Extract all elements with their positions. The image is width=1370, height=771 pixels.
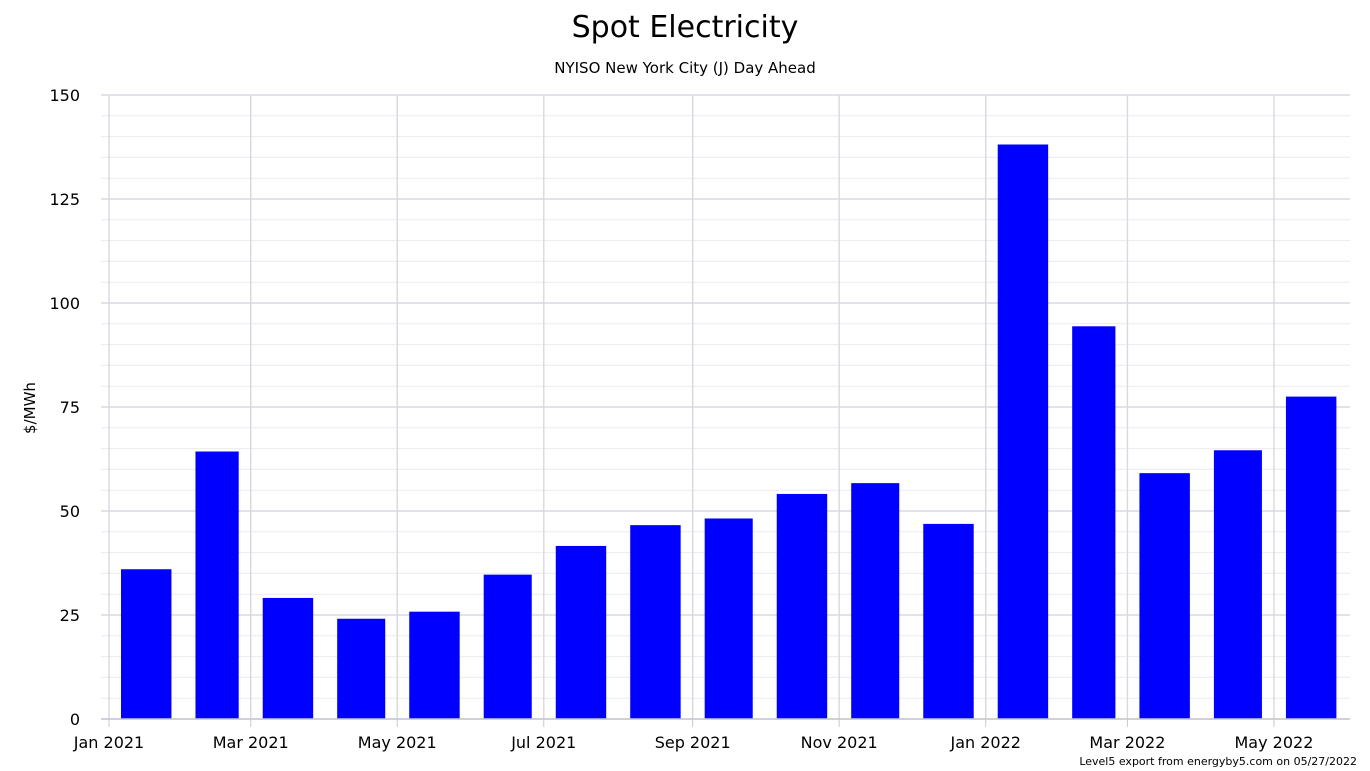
x-tick-label: Nov 2021 xyxy=(801,733,878,752)
x-tick-label: Jul 2021 xyxy=(510,733,576,752)
y-axis-label: $/MWh xyxy=(21,382,39,434)
axes: 0 25 50 75 100 125 150 Jan 2021 Mar 2021 May 2021… xyxy=(49,86,1350,752)
bar-2022-01[interactable] xyxy=(997,144,1049,719)
bar-2021-03[interactable] xyxy=(262,597,314,719)
bar-2021-02[interactable] xyxy=(195,451,239,719)
bar-2022-03[interactable] xyxy=(1139,473,1190,719)
x-tick-label: Jan 2021 xyxy=(73,733,144,752)
bar-2021-12[interactable] xyxy=(923,523,974,719)
bar-2021-08[interactable] xyxy=(630,525,681,719)
bar-2021-11[interactable] xyxy=(851,483,900,719)
x-tick-label: May 2022 xyxy=(1234,733,1313,752)
x-tick-label: May 2021 xyxy=(358,733,437,752)
y-tick-label: 100 xyxy=(49,294,80,313)
chart-title: Spot Electricity xyxy=(572,10,799,45)
y-tick-label: 50 xyxy=(60,502,80,521)
bar-2021-01[interactable] xyxy=(121,569,172,719)
x-tick-label: Mar 2022 xyxy=(1089,733,1165,752)
x-tick-label: Sep 2021 xyxy=(655,733,731,752)
bar-2021-07[interactable] xyxy=(555,545,607,719)
export-credit: Level5 export from energyby5.com on 05/2… xyxy=(1079,755,1357,768)
y-tick-label: 125 xyxy=(49,190,80,209)
x-tick-label: Mar 2021 xyxy=(213,733,289,752)
y-tick-label: 25 xyxy=(60,606,80,625)
y-tick-label: 150 xyxy=(49,86,80,105)
bar-2022-05[interactable] xyxy=(1285,396,1337,719)
bar-2022-02[interactable] xyxy=(1072,326,1116,719)
bar-series xyxy=(121,144,1337,719)
bar-2021-09[interactable] xyxy=(704,518,753,719)
y-tick-label: 75 xyxy=(60,398,80,417)
bar-2021-05[interactable] xyxy=(409,611,460,719)
chart-subtitle: NYISO New York City (J) Day Ahead xyxy=(554,59,816,77)
y-tick-label: 0 xyxy=(70,710,80,729)
bar-2022-04[interactable] xyxy=(1213,450,1262,719)
x-tick-label: Jan 2022 xyxy=(949,733,1020,752)
bar-2021-04[interactable] xyxy=(337,618,386,719)
bar-2021-10[interactable] xyxy=(776,493,828,719)
bar-2021-06[interactable] xyxy=(483,574,532,719)
